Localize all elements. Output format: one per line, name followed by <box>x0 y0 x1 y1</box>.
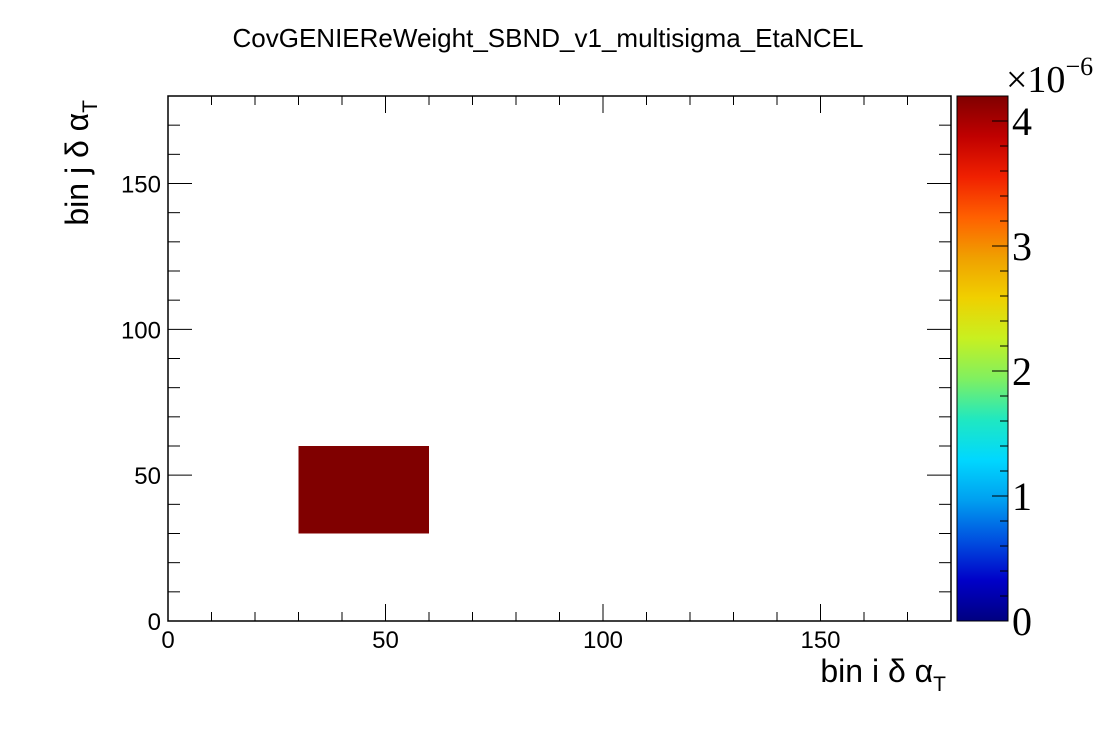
y-tick-label: 100 <box>121 317 161 344</box>
plot-frame <box>167 95 952 622</box>
y-axis-label-main: bin j δ α <box>59 113 95 226</box>
y-axis-label-subscript: T <box>79 100 102 113</box>
y-tick-label: 150 <box>121 172 161 199</box>
x-tick-label: 100 <box>583 627 623 654</box>
x-tick-label: 0 <box>161 627 174 654</box>
colorbar-tick-label: 2 <box>1012 349 1032 394</box>
y-tick-label: 50 <box>134 463 161 490</box>
colorbar-ticks: 0 1 2 3 4 <box>992 95 1032 644</box>
chart-title: CovGENIEReWeight_SBND_v1_multisigma_EtaN… <box>233 23 864 53</box>
colorbar-tick-label: 0 <box>1012 599 1032 644</box>
x-tick-label: 150 <box>800 627 840 654</box>
colorbar-gradient <box>956 95 1009 622</box>
colorbar-tick-label: 1 <box>1012 474 1032 519</box>
colorbar: 0 1 2 3 4 ×10−6 <box>956 52 1093 644</box>
x-axis-label: bin i δ αT <box>820 653 946 696</box>
x-axis-ticks: 0 50 100 150 <box>161 96 952 654</box>
colorbar-tick-label: 3 <box>1012 224 1032 269</box>
heatmap-cell <box>298 446 429 534</box>
y-axis-label: bin j δ αT <box>59 100 102 226</box>
y-axis-ticks: 0 50 100 150 <box>121 95 951 636</box>
colorbar-tick-label: 4 <box>1012 99 1032 144</box>
plot-area: 0 50 100 150 0 50 100 150 <box>121 95 952 654</box>
x-axis-label-subscript: T <box>933 673 946 696</box>
heatmap-cells <box>298 446 429 534</box>
x-tick-label: 50 <box>372 627 399 654</box>
y-tick-label: 0 <box>148 609 161 636</box>
x-axis-label-main: bin i δ α <box>820 653 933 689</box>
colorbar-multiplier-base: ×10 <box>1006 59 1065 101</box>
colorbar-multiplier: ×10−6 <box>1006 52 1093 101</box>
colorbar-multiplier-exponent: −6 <box>1065 52 1093 81</box>
